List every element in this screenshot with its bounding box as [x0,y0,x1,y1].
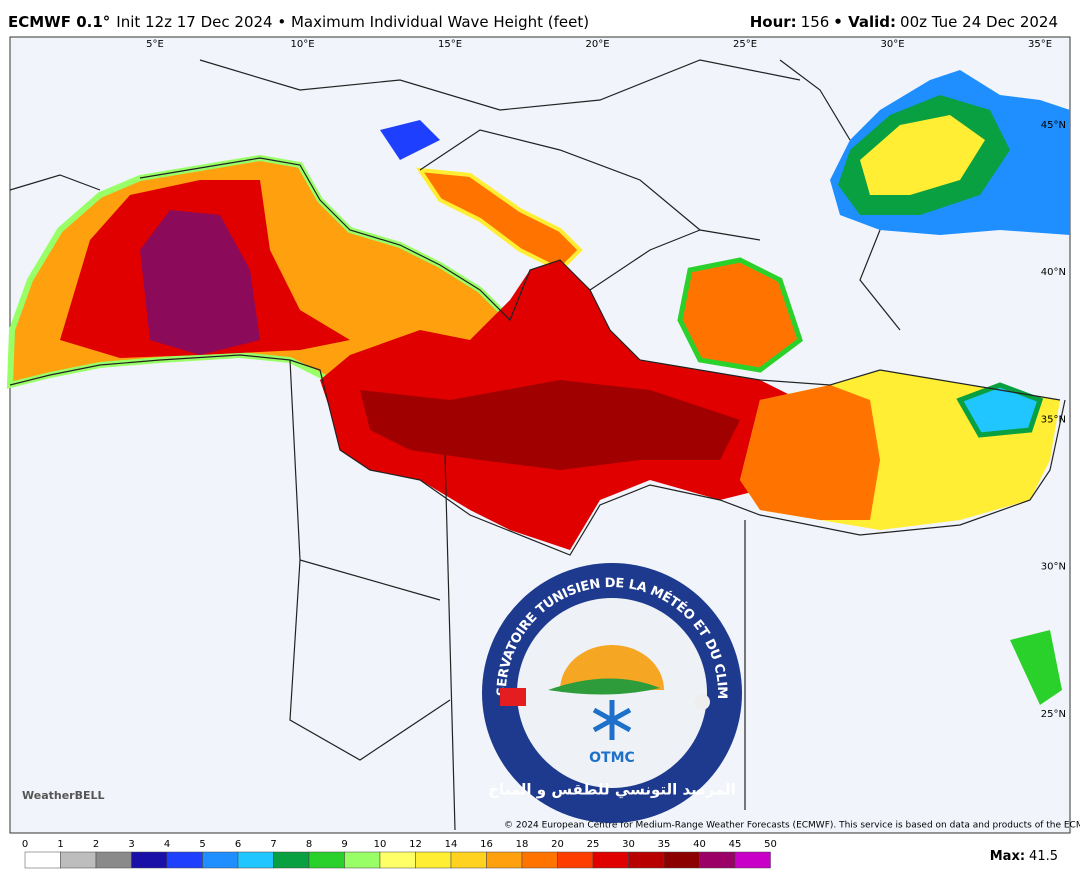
latitude-label: 45°N [1041,120,1066,131]
colorbar-tick-label: 40 [693,839,706,850]
colorbar-tick-label: 14 [445,839,458,850]
graticule: 5°E 10°E 15°E 20°E 25°E 30°E 35°E 45°N 40°N 35°N 3… [146,39,1066,720]
colorbar-swatch [379,851,416,869]
logo-dot [694,694,710,710]
logo-acronym: OTMC [589,750,635,766]
colorbar-tick-label: 3 [128,839,134,850]
header-left: ECMWF 0.1° Init 12z 17 Dec 2024 • Maximum… [8,13,589,31]
colorbar: Max: 41.5 0 1 2 3 4 5 6 7 8 9 10 12 14 16 18 20 25 30 35 40 4… [22,839,1058,869]
hour-value: 156 [801,13,830,31]
colorbar-tick-label: 10 [374,839,387,850]
red-sea-waves [1010,630,1062,705]
latitude-label: 30°N [1041,562,1066,573]
colorbar-swatch [663,851,700,869]
colorbar-swatch [273,851,310,869]
latitude-label: 25°N [1041,709,1066,720]
logo-flag [500,688,526,706]
black-sea-waves [860,115,985,195]
map: © 2024 European Centre for Medium-Range … [6,36,1080,834]
colorbar-swatch [557,851,594,869]
header-right: Hour: 156 • Valid: 00z Tue 24 Dec 2024 [750,13,1058,31]
longitude-label: 15°E [438,39,462,50]
description: Init 12z 17 Dec 2024 • Maximum Individua… [116,13,589,31]
hour-label: Hour: [750,13,797,31]
colorbar-tick-label: 2 [93,839,99,850]
valid-value: 00z Tue 24 Dec 2024 [900,13,1058,31]
colorbar-tick-label: 1 [57,839,63,850]
aegean-waves [677,257,803,373]
latitude-label: 40°N [1041,267,1066,278]
longitude-label: 25°E [733,39,757,50]
colorbar-swatch [699,851,736,869]
max: Max: 41.5 [990,849,1058,864]
colorbar-swatch [308,851,345,869]
logo-hill [548,678,660,695]
adriatic-waves [380,120,440,160]
levant-waves [956,382,1044,438]
colorbar-swatch [24,851,61,869]
colorbar-swatch [166,851,203,869]
colorbar-tick-label: 7 [270,839,276,850]
colorbar-tick-label: 30 [622,839,635,850]
colorbar-tick-label: 5 [199,839,205,850]
colorbar-swatch [95,851,132,869]
colorbar-tick-label: 45 [729,839,742,850]
longitude-label: 30°E [880,39,904,50]
colorbar-tick-label: 16 [480,839,493,850]
colorbar-swatch [450,851,487,869]
colorbar-tick-label: 35 [658,839,671,850]
colorbar-swatch [131,851,168,869]
logo-snowflake [592,700,632,740]
colorbar-swatch [734,851,771,869]
colorbar-swatch [521,851,558,869]
colorbar-tick-label: 0 [22,839,28,850]
latitude-label: 35°N [1041,414,1066,425]
watermark: WeatherBELL [22,789,105,802]
colorbar-tick-label: 50 [764,839,777,850]
colorbar-swatch [344,851,381,869]
colorbar-swatch [628,851,665,869]
colorbar-tick-label: 8 [306,839,312,850]
coastline [9,354,1066,556]
colorbar-tick-label: 9 [341,839,347,850]
max-value: 41.5 [1029,849,1058,864]
max-label: Max: [990,849,1025,864]
colorbar-swatch [592,851,629,869]
colorbar-swatch [415,851,452,869]
adriatic-waves [415,167,583,273]
colorbar-tick-label: 25 [587,839,600,850]
logo-sun [560,645,664,690]
model: ECMWF 0.1° [8,13,110,31]
colorbar-tick-label: 6 [235,839,241,850]
logo-arabic: المرصد التونسي للطقس و المناخ [488,781,736,799]
colorbar-tick-label: 12 [409,839,422,850]
longitude-label: 5°E [146,39,164,50]
colorbar-tick-label: 18 [516,839,529,850]
levant-waves [740,385,880,520]
colorbar-tick-label: 20 [551,839,564,850]
colorbar-swatch [202,851,239,869]
longitude-label: 35°E [1028,39,1052,50]
west-med-waves [140,210,260,355]
central-med-waves [360,380,740,470]
copyright: © 2024 European Centre for Medium-Range … [504,821,1080,831]
colorbar-swatch [237,851,274,869]
coastline [9,157,1061,401]
border [199,59,901,831]
longitude-label: 10°E [290,39,314,50]
longitude-label: 20°E [585,39,609,50]
colorbar-tick-label: 4 [164,839,170,850]
valid-label: • Valid: [833,13,896,31]
colorbar-swatch [60,851,97,869]
colorbar-swatch [486,851,523,869]
